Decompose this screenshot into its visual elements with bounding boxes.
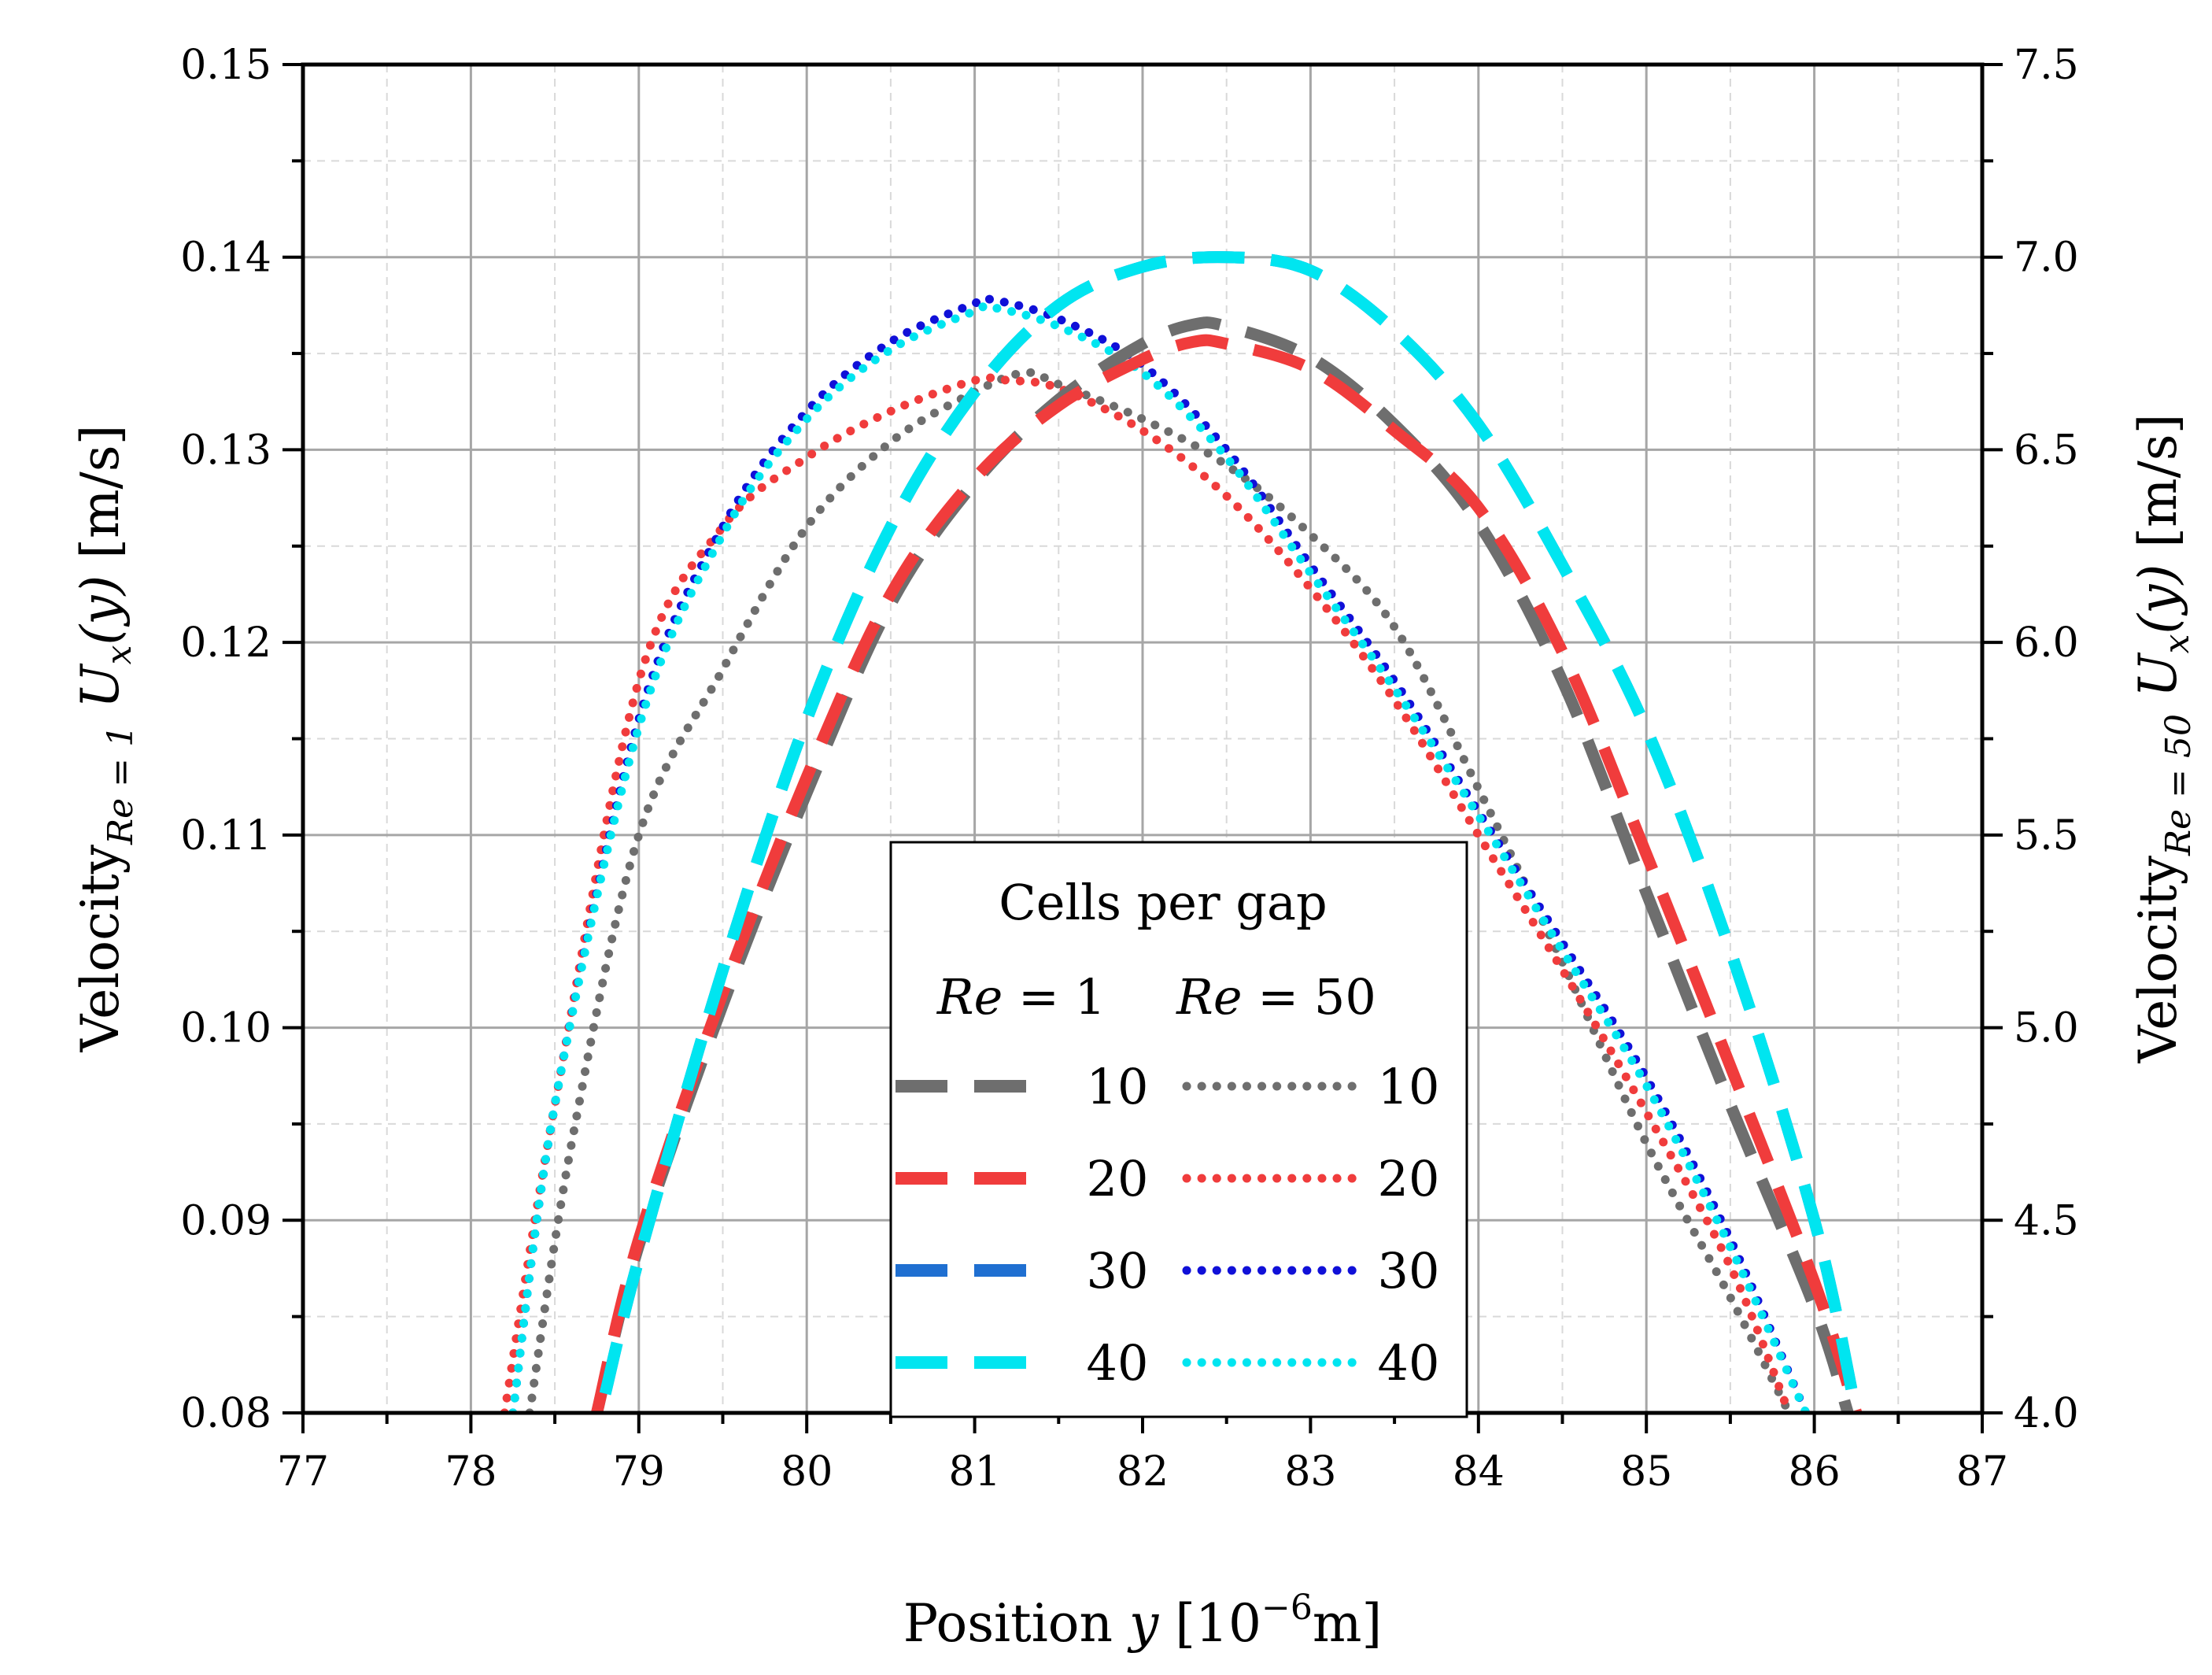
y-left-tick-label: 0.15: [180, 42, 271, 89]
axis-ticks: 77 78 79 80 81 82 83 84 85 86 87 0.08 0.09 0.10 0.11 0.…: [180, 42, 2078, 1496]
y-axis-right-title: VelocityRe = 50 Ux(y) [m/s]: [2128, 414, 2199, 1064]
legend-label-re1-20: 20: [1087, 1150, 1149, 1207]
x-tick-label: 85: [1620, 1448, 1672, 1496]
legend-label-re1-10: 10: [1087, 1058, 1149, 1115]
legend: Cells per gap Re = 1 Re = 50 10 10 20 20…: [889, 841, 1468, 1418]
y-right-tick-label: 5.0: [2014, 1005, 2079, 1052]
legend-header-re50: Re = 50: [1176, 968, 1376, 1026]
y-right-tick-label: 6.0: [2014, 619, 2079, 667]
y-left-tick-label: 0.13: [180, 427, 271, 474]
legend-row-10: 10 10: [896, 1058, 1439, 1115]
legend-label-re50-20: 20: [1378, 1150, 1440, 1207]
x-tick-label: 78: [445, 1448, 497, 1496]
series-line-re-50-10-cells: [525, 368, 1794, 1413]
legend-row-40: 40 40: [896, 1334, 1439, 1392]
x-axis-title: Position y [10−6m]: [903, 1588, 1383, 1654]
y-left-tick-label: 0.10: [180, 1005, 271, 1052]
legend-row-30: 30 30: [896, 1242, 1439, 1300]
y-left-tick-label: 0.08: [180, 1390, 271, 1437]
x-tick-label: 79: [613, 1448, 665, 1496]
legend-box: [889, 841, 1468, 1418]
x-tick-label: 82: [1117, 1448, 1169, 1496]
legend-label-re1-40: 40: [1087, 1334, 1149, 1392]
legend-row-20: 20 20: [896, 1150, 1439, 1207]
data-series: [500, 251, 1863, 1413]
x-tick-label: 83: [1284, 1448, 1336, 1496]
x-tick-label: 86: [1789, 1448, 1841, 1496]
series-line-re-50-40-cells: [508, 301, 1811, 1413]
y-right-tick-label: 4.5: [2014, 1197, 2079, 1244]
x-tick-label: 80: [781, 1448, 833, 1496]
series-line-re-1-20-cells: [591, 334, 1863, 1413]
legend-label-re1-30: 30: [1087, 1242, 1149, 1300]
x-tick-label: 81: [949, 1448, 1001, 1496]
series-line-re-1-40-cells: [599, 251, 1863, 1413]
x-tick-label: 87: [1956, 1448, 2008, 1496]
legend-label-re50-30: 30: [1378, 1242, 1440, 1300]
legend-title: Cells per gap: [999, 874, 1327, 931]
x-tick-label: 77: [277, 1448, 329, 1496]
y-axis-left-title: VelocityRe = 1 Ux(y) [m/s]: [70, 425, 141, 1053]
x-tick-label: 84: [1453, 1448, 1505, 1496]
legend-label-re50-10: 10: [1378, 1058, 1440, 1115]
y-right-tick-label: 4.0: [2014, 1390, 2079, 1437]
y-left-tick-label: 0.11: [180, 812, 271, 860]
legend-label-re50-40: 40: [1378, 1334, 1440, 1392]
y-right-tick-label: 6.5: [2014, 427, 2079, 474]
y-left-tick-label: 0.12: [180, 619, 271, 667]
y-left-tick-label: 0.09: [180, 1197, 271, 1244]
legend-header-re1: Re = 1: [936, 968, 1106, 1026]
y-right-tick-label: 7.0: [2014, 235, 2079, 282]
y-right-tick-label: 5.5: [2014, 812, 2079, 860]
series-line-re-50-20-cells: [500, 373, 1794, 1413]
y-right-tick-label: 7.5: [2014, 42, 2079, 89]
y-left-tick-label: 0.14: [180, 235, 271, 282]
